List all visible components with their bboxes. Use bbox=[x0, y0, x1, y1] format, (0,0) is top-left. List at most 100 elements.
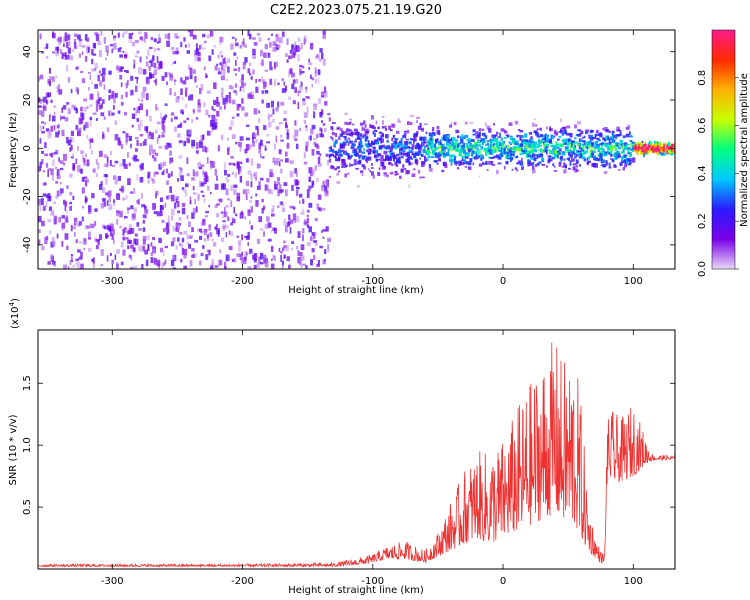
spectrogram-cell bbox=[72, 49, 74, 52]
spectrogram-cell bbox=[603, 171, 608, 174]
spectrogram-cell bbox=[120, 241, 124, 248]
spectrogram-cell bbox=[305, 124, 309, 132]
spectrogram-cell bbox=[313, 103, 318, 108]
spectrogram-cell bbox=[422, 149, 427, 154]
spectrogram-cell bbox=[586, 144, 590, 147]
spectrogram-cell bbox=[591, 151, 595, 156]
spectrogram-cell bbox=[208, 225, 211, 231]
spectrogram-cell bbox=[230, 184, 234, 191]
spectrogram-cell bbox=[153, 157, 157, 162]
spectrogram-cell bbox=[605, 142, 609, 146]
spectrogram-cell bbox=[202, 33, 206, 38]
spectrogram-cell bbox=[58, 123, 60, 128]
spectrogram-cell bbox=[208, 249, 211, 256]
spectrogram-cell bbox=[116, 214, 119, 217]
spectrogram-cell bbox=[333, 155, 337, 158]
spectrogram-cell bbox=[320, 134, 325, 138]
spectrogram-cell bbox=[136, 77, 139, 84]
spectrogram-cell bbox=[159, 205, 164, 211]
spectrogram-cell bbox=[242, 85, 245, 93]
spectrogram-cell bbox=[455, 148, 458, 152]
spectrogram-cell bbox=[597, 158, 600, 162]
spectrogram-cell bbox=[503, 137, 507, 139]
spectrogram-cell bbox=[236, 197, 241, 202]
spectrogram-cell bbox=[128, 240, 133, 244]
spectrogram-cell bbox=[244, 148, 248, 154]
spectrogram-cell bbox=[506, 157, 511, 160]
spectrogram-cell bbox=[144, 31, 147, 39]
spectrogram-cell bbox=[73, 225, 77, 230]
spectrogram-cell bbox=[560, 143, 564, 147]
spectrogram-cell bbox=[80, 251, 83, 258]
spectrogram-cell bbox=[159, 112, 162, 119]
spectrogram-cell bbox=[170, 117, 173, 123]
spectrogram-cell bbox=[610, 144, 613, 149]
spectrogram-cell bbox=[449, 149, 453, 152]
spectrogram-cell bbox=[109, 222, 114, 227]
spectrogram-cell bbox=[195, 150, 199, 154]
spectrogram-cell bbox=[558, 136, 561, 138]
spectrogram-cell bbox=[599, 153, 603, 158]
spectrogram-cell bbox=[95, 34, 100, 42]
colorbar-tick-label: 0.4 bbox=[697, 165, 708, 181]
spectrogram-cell bbox=[619, 162, 623, 166]
spectrogram-cell bbox=[546, 134, 549, 139]
spectrogram-cell bbox=[289, 49, 293, 54]
spectrogram-cell bbox=[455, 139, 458, 142]
spectrogram-cell bbox=[200, 43, 203, 49]
spectrogram-cell bbox=[178, 166, 182, 170]
spectrogram-cell bbox=[499, 155, 502, 160]
spectrogram-cell bbox=[377, 155, 380, 158]
spectrogram-cell bbox=[286, 256, 290, 262]
spectrogram-cell bbox=[153, 171, 156, 177]
spectrogram-cell bbox=[672, 144, 675, 147]
spectrogram-cell bbox=[544, 146, 548, 151]
spectrogram-cell bbox=[575, 169, 579, 172]
spectrogram-cell bbox=[281, 260, 284, 266]
spectrogram-cell bbox=[621, 156, 624, 161]
spectrogram-cell bbox=[167, 228, 170, 234]
spectrogram-cell bbox=[558, 148, 562, 152]
spectrogram-cell bbox=[206, 238, 210, 241]
spectrogram-cell bbox=[380, 159, 384, 164]
spectrogram-cell bbox=[108, 110, 111, 116]
spectrogram-cell bbox=[306, 214, 309, 217]
spectrogram-cell bbox=[56, 173, 60, 180]
spectrogram-cell bbox=[295, 180, 300, 185]
spectrogram-cell bbox=[605, 151, 608, 154]
spectrogram-cell bbox=[622, 149, 625, 153]
spectrogram-cell bbox=[180, 122, 183, 128]
spectrogram-cell bbox=[152, 179, 155, 184]
spectrogram-cell bbox=[308, 167, 313, 174]
spectrogram-cell bbox=[416, 130, 419, 135]
spectrogram-cell bbox=[161, 219, 165, 223]
spectrogram-cell bbox=[150, 58, 154, 63]
spectrogram-cell bbox=[233, 90, 237, 93]
spectrogram-cell bbox=[608, 166, 612, 169]
spectrogram-cell bbox=[84, 55, 88, 62]
spectrogram-cell bbox=[478, 143, 481, 147]
spectrogram-cell bbox=[139, 36, 144, 41]
spectrogram-cell bbox=[480, 145, 483, 150]
spectrogram-cell bbox=[258, 216, 263, 223]
spectrogram-cell bbox=[295, 186, 300, 190]
spectrogram-cell bbox=[356, 131, 360, 136]
spectrogram-cell bbox=[350, 154, 353, 158]
spectrogram-cell bbox=[436, 125, 440, 130]
spectrogram-cell bbox=[613, 157, 617, 160]
spectrogram-cell bbox=[272, 108, 275, 115]
spectrogram-cell bbox=[181, 111, 184, 115]
spectrogram-cell bbox=[622, 166, 626, 171]
spectrogram-cell bbox=[161, 134, 165, 138]
spectrogram-cell bbox=[47, 168, 52, 172]
spectrogram-cell bbox=[327, 244, 329, 250]
spectrogram-cell bbox=[467, 145, 471, 149]
spectrogram-cell bbox=[635, 148, 638, 151]
spectrogram-cell bbox=[239, 136, 244, 141]
spectrogram-cell bbox=[259, 153, 262, 158]
spectrogram-cell bbox=[486, 169, 489, 171]
spectrogram-cell bbox=[574, 145, 577, 148]
spectrogram-cell bbox=[216, 203, 221, 206]
spectrogram-cell bbox=[178, 155, 183, 159]
spectrogram-cell bbox=[311, 83, 314, 88]
